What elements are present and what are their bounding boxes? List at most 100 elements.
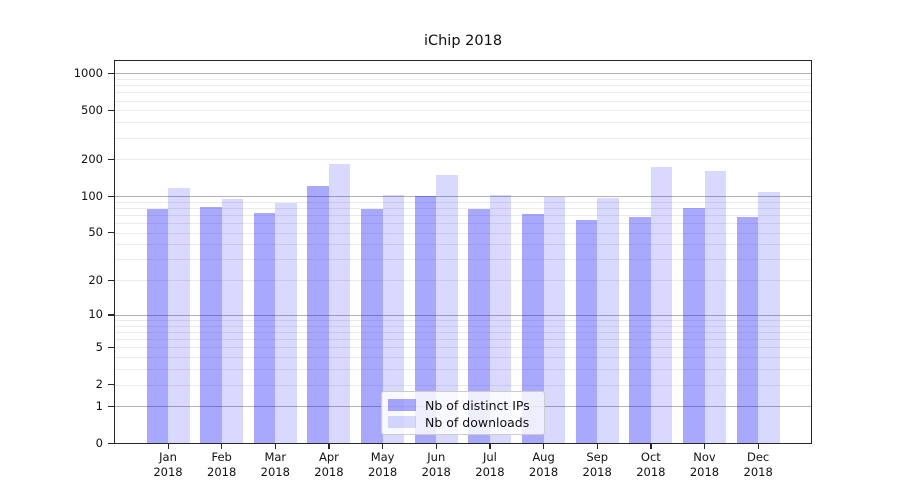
bar-distinct-ips [146,209,168,444]
x-tick-mark [596,444,598,449]
x-tick-label: Oct 2018 [636,450,666,479]
bar-distinct-ips [200,207,222,444]
y-tick-mark [107,279,114,282]
bar-downloads [328,163,351,444]
bar-distinct-ips [522,214,544,444]
bar-distinct-ips [307,186,329,444]
minor-gridline [115,92,811,94]
y-tick-mark [107,346,114,349]
bar-downloads [275,202,297,444]
bar-distinct-ips [736,217,759,444]
legend-swatch-downloads [388,416,416,428]
y-tick-label: 200 [81,151,103,166]
minor-gridline [115,332,811,334]
y-tick-label: 100 [81,188,103,203]
x-tick-label: Apr 2018 [314,450,344,479]
minor-gridline [115,100,811,102]
y-tick-mark [107,195,114,197]
minor-gridline [115,384,811,386]
x-tick-label: Sep 2018 [582,450,612,479]
minor-gridline [115,339,811,341]
y-tick-mark [107,443,114,445]
legend-row: Nb of downloads [388,414,538,430]
bar-distinct-ips [468,208,490,444]
y-tick-label: 1000 [73,65,103,80]
bar-distinct-ips [253,212,276,444]
minor-gridline [115,369,811,371]
x-tick-mark [757,444,759,449]
minor-gridline [115,207,811,209]
legend: Nb of distinct IPs Nb of downloads [381,391,545,435]
minor-gridline [115,357,811,359]
x-tick-mark [328,444,330,449]
x-tick-mark [167,444,169,449]
minor-gridline [115,259,811,261]
legend-label-downloads: Nb of downloads [425,414,530,430]
bar-downloads [221,198,244,444]
x-tick-label: Mar 2018 [260,450,290,479]
x-tick-mark [382,444,384,449]
x-tick-label: Jan 2018 [153,450,183,479]
y-tick-mark [107,405,114,408]
bar-distinct-ips [629,216,651,444]
legend-label-distinct-ips: Nb of distinct IPs [425,397,530,413]
bar-downloads [168,188,190,444]
minor-gridline [115,280,811,282]
y-tick-mark [107,72,114,74]
minor-gridline [115,325,811,327]
minor-gridline [115,232,811,234]
minor-gridline [115,110,811,112]
x-tick-label: Jun 2018 [421,450,451,479]
bar-downloads [543,197,566,444]
bar-downloads [758,191,780,444]
bar-downloads [489,194,512,444]
x-tick-mark [221,444,223,449]
y-tick-mark [107,232,114,234]
minor-gridline [115,215,811,217]
chart-title: iChip 2018 [423,33,503,49]
legend-row: Nb of distinct IPs [388,397,538,413]
bar-downloads [597,197,619,444]
minor-gridline [115,347,811,349]
minor-gridline [115,137,811,139]
y-tick-label: 500 [81,102,103,117]
x-tick-label: Jul 2018 [475,450,505,479]
y-tick-label: 20 [88,272,103,287]
y-tick-mark [107,109,114,112]
y-tick-label: 1 [95,398,103,413]
x-tick-label: Feb 2018 [207,450,237,479]
x-tick-mark [704,444,706,449]
minor-gridline [115,122,811,124]
y-tick-label: 5 [95,339,103,354]
minor-gridline [115,201,811,203]
y-tick-mark [107,384,114,386]
x-tick-mark [489,444,491,449]
x-tick-mark [650,444,652,449]
y-tick-label: 10 [88,307,103,322]
bar-distinct-ips [361,209,383,444]
x-tick-mark [543,444,545,449]
bar-distinct-ips [683,207,705,444]
bar-distinct-ips [414,195,437,444]
minor-gridline [115,85,811,87]
y-tick-mark [107,158,114,160]
bar-downloads [382,194,405,444]
x-tick-label: May 2018 [367,450,398,479]
minor-gridline [115,320,811,322]
legend-swatch-distinct-ips [388,399,416,411]
minor-gridline [115,244,811,246]
y-tick-label: 2 [95,377,103,392]
x-tick-label: Nov 2018 [689,450,720,479]
y-tick-mark [107,314,114,316]
minor-gridline [115,223,811,225]
bar-distinct-ips [575,219,598,444]
y-tick-label: 0 [95,436,103,450]
x-tick-mark [274,444,276,449]
x-tick-label: Aug 2018 [528,450,559,479]
bar-downloads [650,167,673,444]
minor-gridline [115,78,811,80]
minor-gridline [115,159,811,161]
major-gridline [115,196,811,198]
x-tick-label: Dec 2018 [743,450,773,479]
major-gridline [115,73,811,75]
